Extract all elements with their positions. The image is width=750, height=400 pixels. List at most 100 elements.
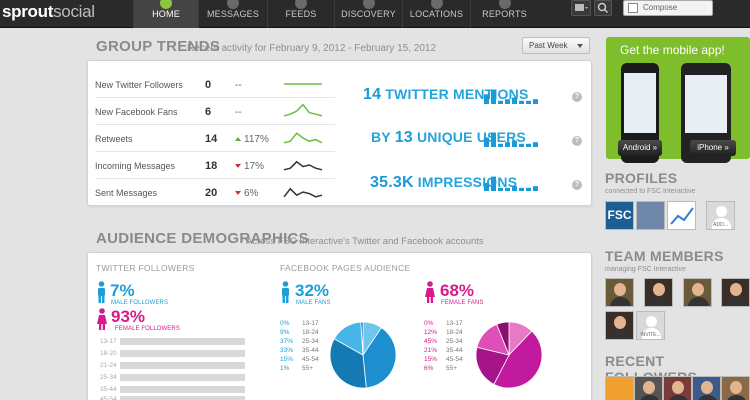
age-percent: 15% xyxy=(424,356,438,363)
pie-slice xyxy=(329,338,367,389)
feeds-icon xyxy=(295,0,307,9)
age-range: 25-34 xyxy=(302,338,319,345)
stat-value: 0 xyxy=(205,79,212,91)
help-icon[interactable]: ? xyxy=(572,180,582,190)
activity-bar xyxy=(498,143,503,147)
search-button[interactable] xyxy=(594,0,612,16)
invite-member-button[interactable]: INVITE... xyxy=(636,311,665,340)
profile-chart-avatar[interactable] xyxy=(667,201,696,230)
sparkline-path xyxy=(283,103,323,117)
follower-avatar[interactable] xyxy=(721,376,750,400)
main-nav: HOME MESSAGES FEEDS DISCOVERY LOCATIONS … xyxy=(133,0,538,28)
sparkline-retweets xyxy=(283,132,323,144)
stat-change: 117% xyxy=(235,134,269,145)
stat-row-retweets: Retweets 14 117% xyxy=(95,125,335,152)
team-member-avatar[interactable] xyxy=(605,311,634,340)
activity-bar xyxy=(498,100,503,104)
follower-avatar[interactable] xyxy=(634,376,663,400)
activity-bar xyxy=(491,176,496,191)
age-percent: 45% xyxy=(424,338,438,345)
age-range: 18-24 xyxy=(446,329,463,336)
team-member-avatar[interactable] xyxy=(683,278,712,307)
sproutsocial-logo[interactable]: sproutsocial xyxy=(2,0,95,28)
logo-text-part1: sprout xyxy=(2,2,54,21)
age-range-label: 45-54 xyxy=(100,396,117,400)
android-button[interactable]: Android » xyxy=(618,140,662,156)
age-range-label: 13-17 xyxy=(100,338,117,345)
age-range: 25-34 xyxy=(446,338,463,345)
sparkline-path xyxy=(283,160,323,171)
profile-avatar[interactable] xyxy=(636,201,665,230)
pie-slice xyxy=(493,330,543,389)
age-bar xyxy=(120,396,245,400)
age-range-label: 25-34 xyxy=(100,374,117,381)
help-icon[interactable]: ? xyxy=(572,92,582,102)
help-icon[interactable]: ? xyxy=(572,136,582,146)
activity-bar xyxy=(512,97,517,104)
nav-tab-locations-label: LOCATIONS xyxy=(409,9,464,19)
twitter-male-label: MALE FOLLOWERS xyxy=(111,300,169,306)
invite-member-label: INVITE... xyxy=(640,332,661,338)
age-range-label: 35-44 xyxy=(100,386,117,393)
twitter-age-row: 45-54 xyxy=(100,396,245,400)
activity-bar xyxy=(526,100,531,104)
age-table-row: 0% 13-17 xyxy=(424,320,464,329)
follower-avatar[interactable] xyxy=(663,376,692,400)
age-range: 45-54 xyxy=(302,356,319,363)
activity-bar xyxy=(526,187,531,191)
period-dropdown[interactable]: Past Week xyxy=(522,37,590,54)
age-table-row: 9% 18-24 xyxy=(280,329,320,338)
age-range-label: 18-20 xyxy=(100,350,117,357)
follower-avatar[interactable] xyxy=(692,376,721,400)
unique-users-label: UNIQUE USERS xyxy=(417,129,526,145)
activity-bar xyxy=(484,183,489,191)
add-profile-button[interactable]: ADD... xyxy=(706,201,735,230)
period-dropdown-value: Past Week xyxy=(529,41,568,50)
male-figure-icon xyxy=(98,281,105,303)
stat-value: 20 xyxy=(205,187,218,199)
facebook-male-pie-chart xyxy=(329,321,397,389)
impressions-count: 35.3K xyxy=(370,174,414,191)
age-percent: 0% xyxy=(424,320,434,327)
chevron-down-icon xyxy=(577,44,583,48)
nav-tab-home[interactable]: HOME xyxy=(133,0,198,28)
team-member-avatar[interactable] xyxy=(644,278,673,307)
team-member-avatar[interactable] xyxy=(605,278,634,307)
locations-icon xyxy=(430,0,443,9)
age-bar xyxy=(120,386,245,393)
account-switcher-button[interactable] xyxy=(571,0,591,16)
stat-change-text: -- xyxy=(235,80,242,91)
activity-bar xyxy=(512,186,517,191)
pie-slice xyxy=(496,321,510,356)
nav-tab-locations[interactable]: LOCATIONS xyxy=(402,0,470,28)
age-range: 35-44 xyxy=(302,347,319,354)
profile-fsc-avatar[interactable]: FSC xyxy=(605,201,634,230)
iphone-button[interactable]: iPhone » xyxy=(690,140,736,156)
sparkline-twitter-followers xyxy=(284,83,322,85)
nav-tab-feeds[interactable]: FEEDS xyxy=(267,0,334,28)
nav-tab-feeds-label: FEEDS xyxy=(285,9,317,19)
arrow-down-icon xyxy=(235,191,241,196)
activity-bar xyxy=(533,142,538,147)
follower-avatar[interactable] xyxy=(605,376,634,400)
group-trends-title: GROUP TRENDS xyxy=(96,38,221,55)
nav-tab-reports[interactable]: REPORTS xyxy=(470,0,538,28)
age-percent: 12% xyxy=(424,329,438,336)
twitter-followers-heading: TWITTER FOLLOWERS xyxy=(96,263,195,273)
team-member-avatar[interactable] xyxy=(721,278,750,307)
age-table-row: 33% 35-44 xyxy=(280,347,320,356)
age-range: 13-17 xyxy=(302,320,319,327)
nav-tab-home-label: HOME xyxy=(152,9,180,19)
nav-tab-messages[interactable]: MESSAGES xyxy=(198,0,267,28)
activity-bar xyxy=(491,132,496,147)
chart-icon xyxy=(670,207,694,225)
nav-tab-discovery[interactable]: DISCOVERY xyxy=(334,0,402,28)
age-percent: 37% xyxy=(280,338,294,345)
nav-tab-messages-label: MESSAGES xyxy=(206,9,260,19)
age-range: 55+ xyxy=(302,365,314,372)
iphone-screen xyxy=(685,75,727,133)
search-icon xyxy=(597,2,609,14)
compose-button[interactable]: Compose xyxy=(623,0,713,16)
facebook-male-label: MALE FANS xyxy=(296,300,331,306)
activity-bar xyxy=(505,142,510,147)
